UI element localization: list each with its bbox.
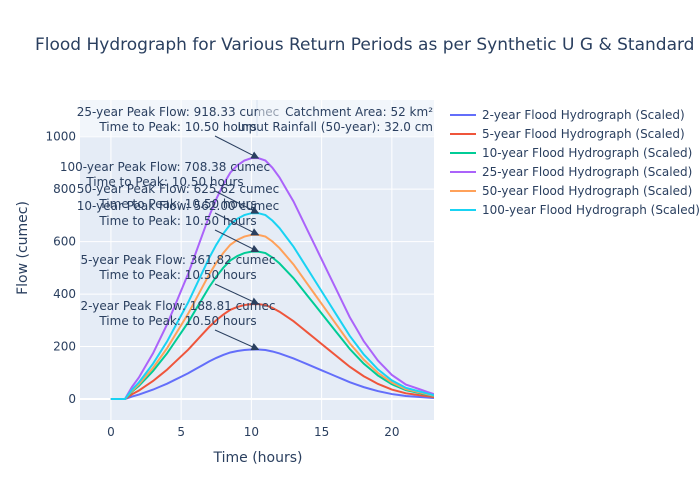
series-layer — [110, 157, 434, 401]
annotation-time-to-peak: Time to Peak: 10.50 hours — [98, 120, 256, 134]
legend: 2-year Flood Hydrograph (Scaled) 5-year F… — [450, 108, 700, 217]
series-line-3 — [110, 250, 434, 401]
legend-item-label: 2-year Flood Hydrograph (Scaled) — [482, 108, 685, 122]
y-tick-label: 600 — [53, 235, 76, 249]
info-input-rainfall: Input Rainfall (50-year): 32.0 cm — [237, 120, 433, 134]
x-tick-label: 15 — [314, 425, 329, 439]
annotation-time-to-peak: Time to Peak: 10.50 hours — [98, 214, 256, 228]
legend-item-label: 5-year Flood Hydrograph (Scaled) — [482, 127, 685, 141]
annotation-arrow — [214, 229, 260, 253]
legend-item-label: 25-year Flood Hydrograph (Scaled) — [482, 165, 692, 179]
legend-item-label: 10-year Flood Hydrograph (Scaled) — [482, 146, 692, 160]
x-tick-label: 0 — [107, 425, 115, 439]
chart-title: Flood Hydrograph for Various Return Peri… — [35, 35, 700, 55]
series-line-2 — [110, 303, 434, 401]
info-catchment-area: Catchment Area: 52 km² — [285, 105, 433, 119]
annotation-peak-flow: 10-year Peak Flow: 562.00 cumec — [77, 199, 280, 213]
annotation-peak-flow: 5-year Peak Flow: 361.82 cumec — [81, 253, 276, 267]
series-line-4 — [110, 157, 434, 401]
y-tick-label: 200 — [53, 340, 76, 354]
series-line-6 — [110, 212, 434, 401]
x-tick-label: 10 — [244, 425, 259, 439]
legend-item-label: 50-year Flood Hydrograph (Scaled) — [482, 184, 692, 198]
annotation-time-to-peak: Time to Peak: 10.50 hours — [98, 268, 256, 282]
annotation-arrow — [214, 190, 260, 214]
x-tick-label: 20 — [384, 425, 399, 439]
x-tick-label: 5 — [177, 425, 185, 439]
annotation-peak-flow: 50-year Peak Flow: 625.62 cumec — [77, 182, 280, 196]
y-tick-label: 800 — [53, 182, 76, 196]
y-tick-label: 400 — [53, 287, 76, 301]
annotation-peak-flow: 2-year Peak Flow: 188.81 cumec — [81, 299, 276, 313]
series-line-1 — [110, 348, 434, 401]
y-axis-title: Flow (cumec) — [15, 201, 31, 295]
legend-item-label: 100-year Flood Hydrograph (Scaled) — [482, 203, 700, 217]
annotation-time-to-peak: Time to Peak: 10.50 hours — [98, 314, 256, 328]
y-tick-label: 1000 — [45, 130, 76, 144]
annotation-arrow — [214, 283, 260, 305]
y-tick-label: 0 — [68, 392, 76, 406]
info-box — [258, 100, 434, 136]
annotation-arrow — [214, 135, 260, 159]
annotation-arrow — [214, 212, 260, 236]
annotation-time-to-peak: Time to Peak: 10.50 hours — [98, 197, 256, 211]
series-line-5 — [110, 233, 434, 401]
annotation-arrow — [214, 329, 260, 351]
x-axis-title: Time (hours) — [213, 450, 303, 466]
annotation-peak-flow: 25-year Peak Flow: 918.33 cumec — [77, 105, 280, 119]
annotation-peak-flow: 100-year Peak Flow: 708.38 cumec — [60, 160, 270, 174]
annotation-time-to-peak: Time to Peak: 10.50 hours — [85, 175, 243, 189]
annotation-box — [80, 100, 256, 136]
